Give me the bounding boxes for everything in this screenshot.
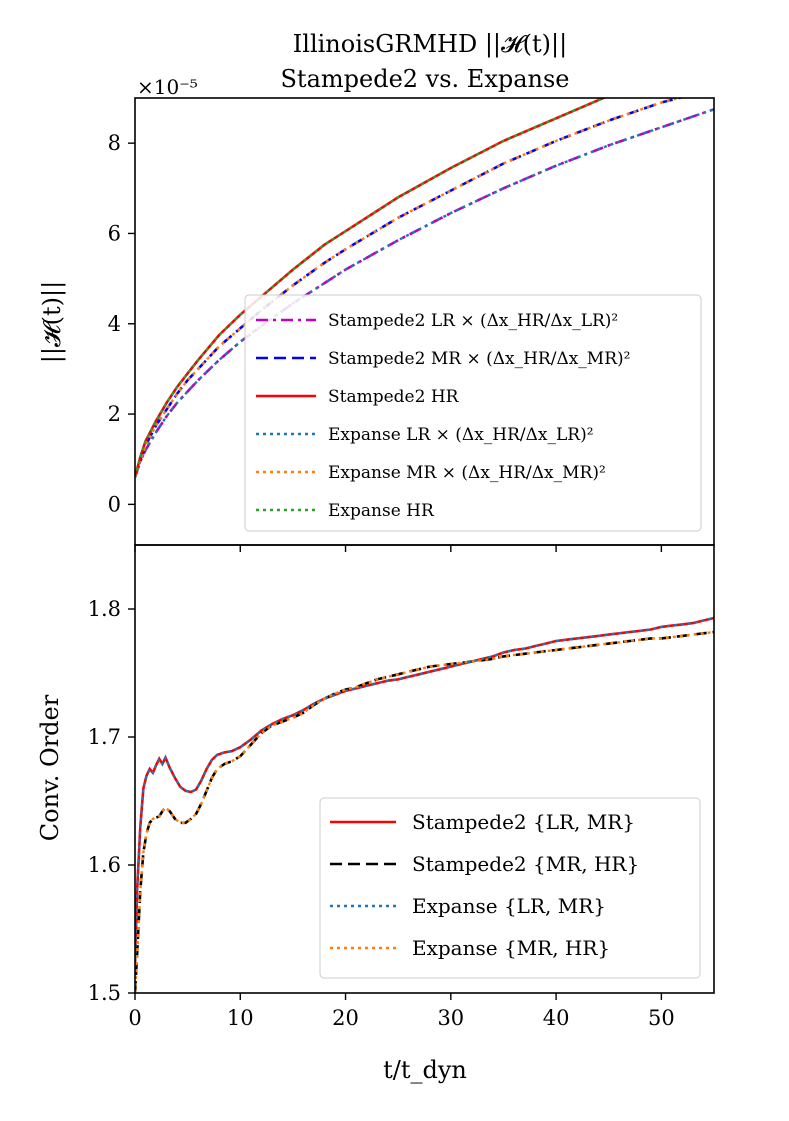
bottom-series-line-1 [135, 630, 714, 993]
bottom-series-line-0 [135, 616, 714, 968]
top-legend-box [244, 294, 702, 532]
bottom-xtick-label-4: 40 [543, 1006, 570, 1030]
top-ytick-label-3: 6 [108, 221, 121, 245]
top-series-line-3 [135, 108, 714, 478]
bottom-xtick-label-0: 0 [128, 1006, 141, 1030]
bottom-x-ticks: 0 10 20 30 40 50 [128, 993, 675, 1030]
bottom-y-axis-label: Conv. Order [36, 694, 64, 841]
top-legend-label-2: Stampede2 HR [328, 387, 460, 407]
bottom-ytick-label-1: 1.6 [88, 853, 121, 877]
top-ytick-label-0: 0 [108, 492, 121, 516]
bottom-legend-label-2: Expanse {LR, MR} [412, 894, 606, 918]
top-ytick-label-4: 8 [108, 131, 121, 155]
bottom-legend-label-1: Stampede2 {MR, HR} [412, 852, 639, 876]
bottom-ytick-label-0: 1.5 [88, 981, 121, 1005]
chart-title: IllinoisGRMHD ||𝓗(t)|| [293, 30, 567, 59]
bottom-y-ticks: 1.5 1.6 1.7 1.8 [88, 597, 135, 1005]
x-axis-label: t/t_dyn [383, 1056, 467, 1084]
top-legend: Stampede2 LR × (Δx_HR/Δx_LR)² Stampede2 M… [244, 294, 702, 532]
bottom-xtick-label-3: 30 [437, 1006, 464, 1030]
bottom-ytick-label-3: 1.8 [88, 597, 121, 621]
top-legend-items: Stampede2 LR × (Δx_HR/Δx_LR)² Stampede2 M… [256, 311, 630, 521]
y-multiplier: ×10⁻⁵ [137, 75, 198, 99]
top-legend-label-0: Stampede2 LR × (Δx_HR/Δx_LR)² [328, 311, 618, 331]
top-panel: 0 2 4 6 8 ||𝓗(t)|| Stampede2 LR × (Δx_HR/Δx_… [38, 97, 715, 552]
bottom-xtick-label-5: 50 [648, 1006, 675, 1030]
bottom-axes-frame [134, 544, 715, 994]
bottom-legend-label-0: Stampede2 {LR, MR} [412, 810, 635, 834]
top-legend-label-1: Stampede2 MR × (Δx_HR/Δx_MR)² [328, 349, 630, 369]
top-legend-label-5: Expanse HR [328, 501, 435, 521]
top-y-ticks: 0 2 4 6 8 [108, 131, 663, 552]
top-series-line-1 [135, 98, 685, 478]
top-legend-label-4: Expanse MR × (Δx_HR/Δx_MR)² [328, 463, 606, 483]
chart-subtitle: Stampede2 vs. Expanse [280, 65, 569, 93]
bottom-legend: Stampede2 {LR, MR} Stampede2 {MR, HR} Expa… [319, 797, 701, 979]
bottom-panel: 1.5 1.6 1.7 1.8 0 10 20 30 40 50 Conv. Order t/t… [36, 544, 715, 1084]
bottom-legend-label-3: Expanse {MR, HR} [412, 936, 610, 960]
top-y-axis-label: ||𝓗(t)|| [38, 281, 67, 363]
bottom-xtick-label-2: 20 [332, 1006, 359, 1030]
bottom-xtick-label-1: 10 [227, 1006, 254, 1030]
top-legend-label-3: Expanse LR × (Δx_HR/Δx_LR)² [328, 425, 594, 445]
bottom-legend-box [319, 797, 701, 979]
top-ytick-label-1: 2 [108, 402, 121, 426]
bottom-series-group [135, 616, 714, 993]
bottom-ytick-label-2: 1.7 [88, 725, 121, 749]
bottom-legend-items: Stampede2 {LR, MR} Stampede2 {MR, HR} Expa… [330, 810, 639, 960]
top-ytick-label-2: 4 [108, 312, 121, 336]
bottom-series-line-3 [135, 630, 714, 993]
